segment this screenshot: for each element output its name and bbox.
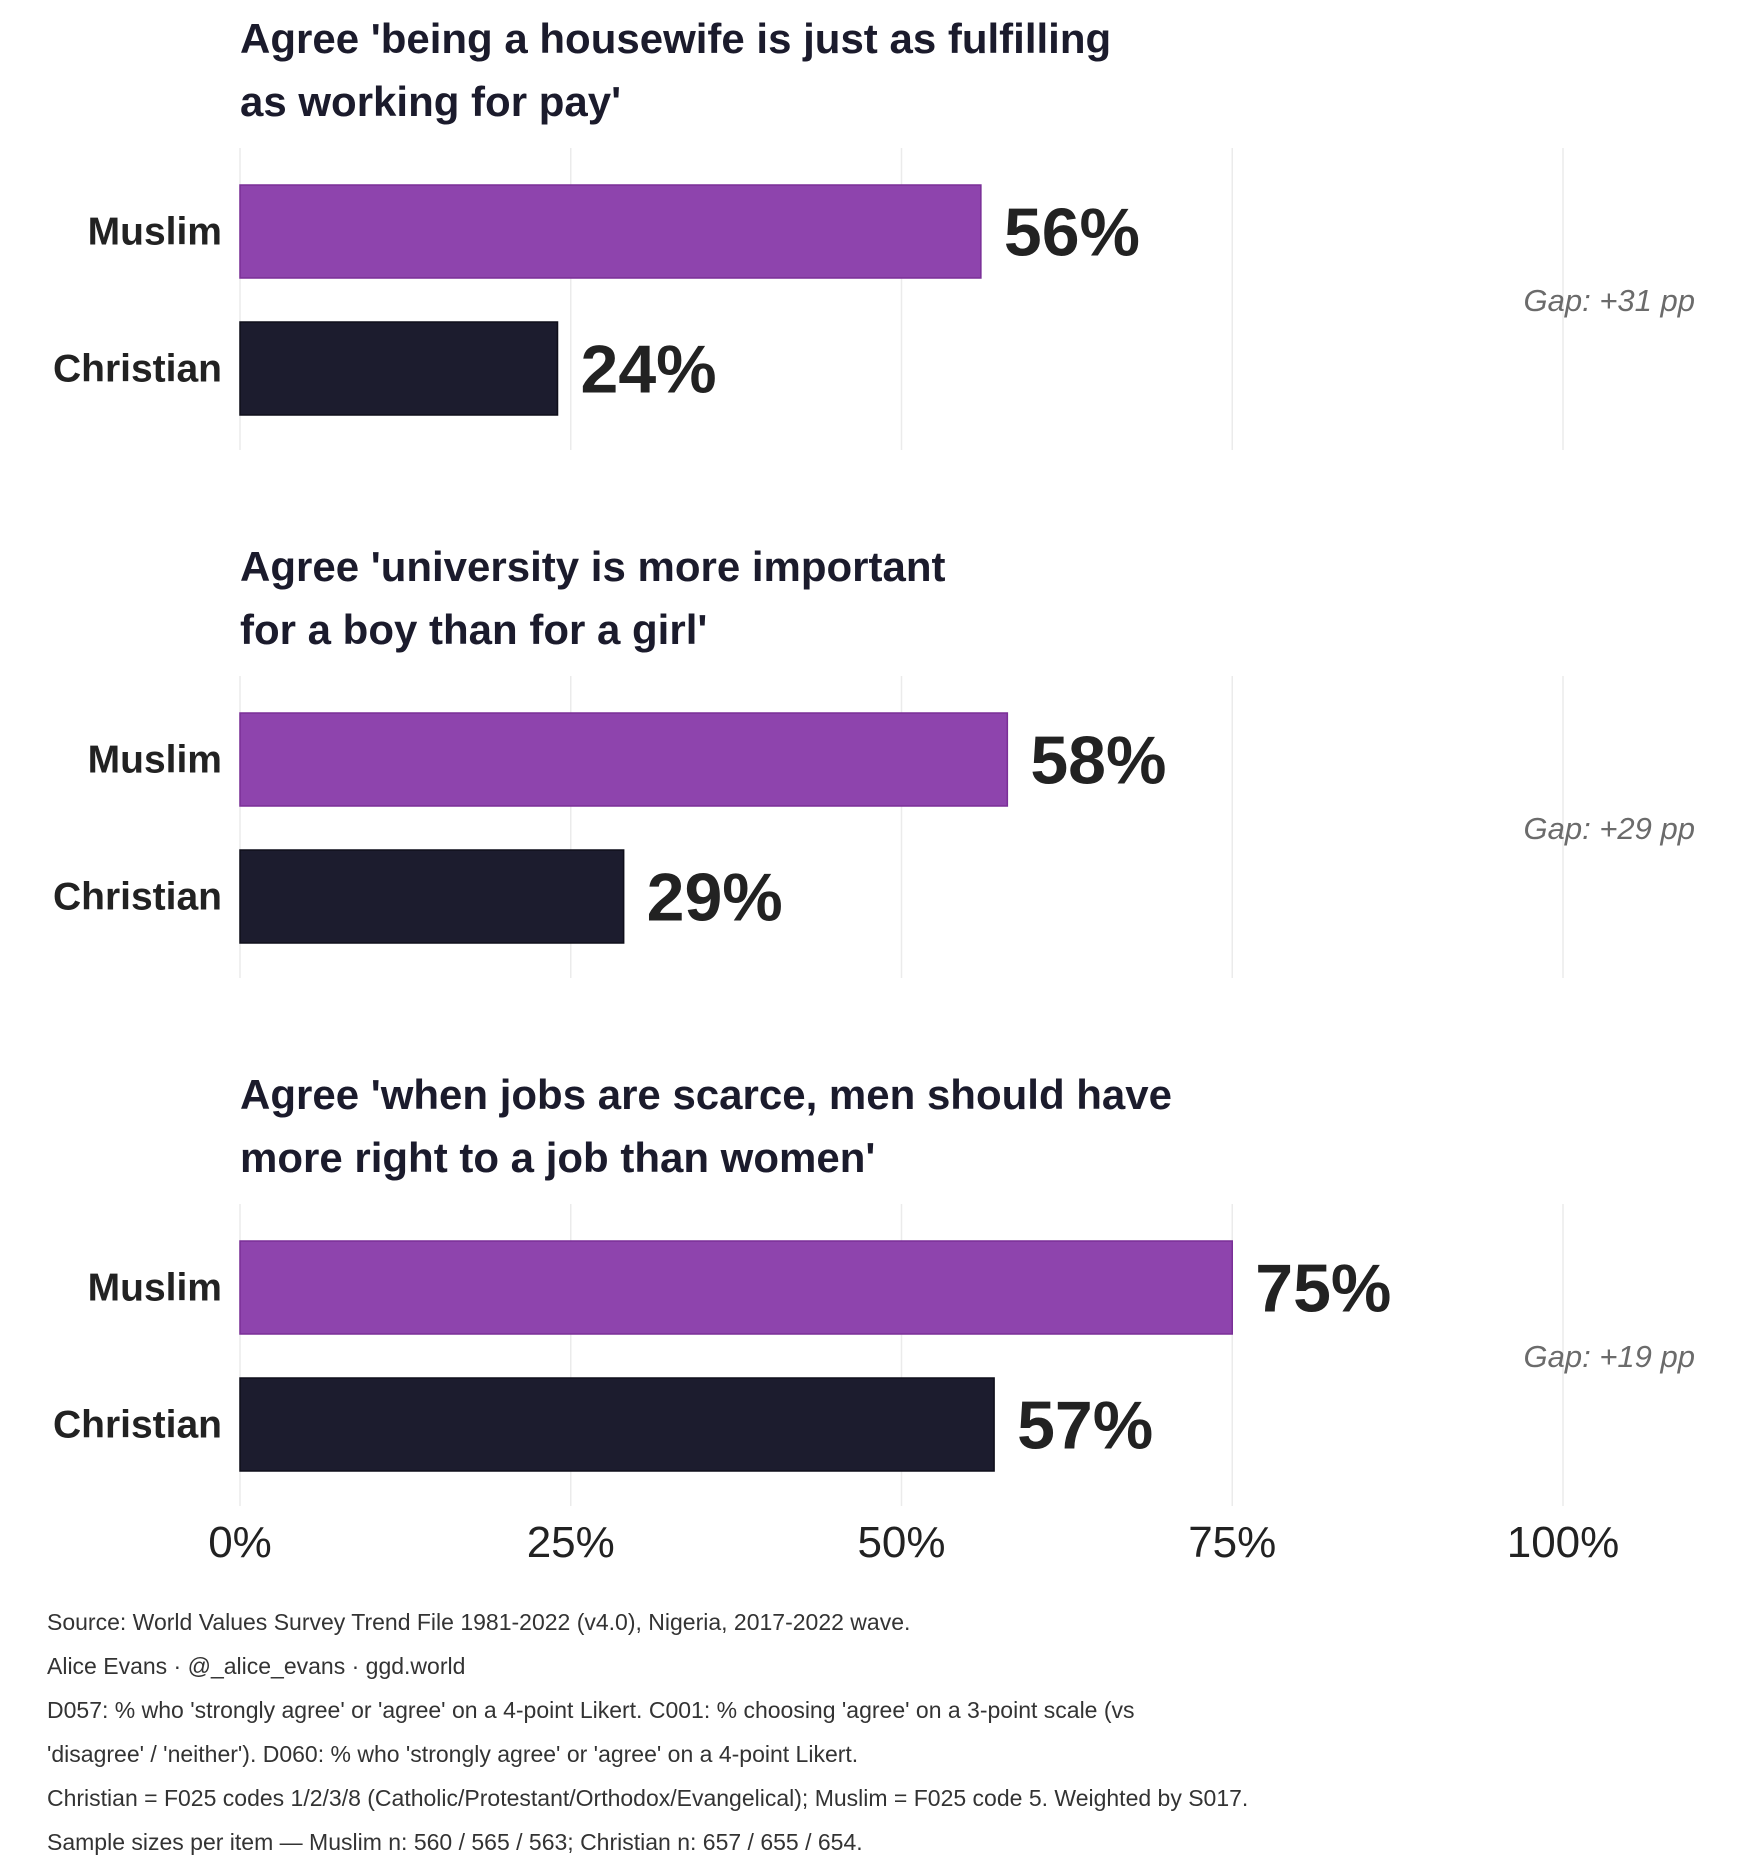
panel-title: more right to a job than women'	[240, 1134, 875, 1181]
x-tick-label: 75%	[1188, 1518, 1276, 1567]
category-label: Christian	[53, 1404, 222, 1447]
panel-title: Agree 'university is more important	[240, 543, 946, 590]
bar-muslim	[239, 184, 982, 279]
category-label: Christian	[53, 876, 222, 919]
author-credit: Alice Evans · @_alice_evans · ggd.world	[47, 1653, 466, 1679]
bar-christian	[239, 321, 559, 416]
method-note: D057: % who 'strongly agree' or 'agree' …	[47, 1697, 1135, 1723]
category-label: Muslim	[88, 211, 222, 254]
category-label: Christian	[53, 348, 222, 391]
value-label: 75%	[1255, 1251, 1391, 1327]
x-tick-label: 50%	[857, 1518, 945, 1567]
gap-annotation: Gap: +31 pp	[1524, 283, 1696, 318]
panel-title: as working for pay'	[240, 78, 621, 125]
panel-title: Agree 'when jobs are scarce, men should …	[240, 1071, 1172, 1118]
bar-christian	[239, 849, 625, 944]
bar-christian	[239, 1377, 995, 1472]
value-label: 58%	[1030, 723, 1166, 799]
x-tick-label: 0%	[208, 1518, 272, 1567]
value-label: 57%	[1017, 1388, 1153, 1464]
panel-title: for a boy than for a girl'	[240, 606, 707, 653]
x-tick-label: 25%	[527, 1518, 615, 1567]
x-tick-label: 100%	[1507, 1518, 1620, 1567]
bar-muslim	[239, 712, 1009, 807]
source-note: Source: World Values Survey Trend File 1…	[47, 1609, 911, 1635]
panel-title: Agree 'being a housewife is just as fulf…	[240, 15, 1111, 62]
chart: Agree 'being a housewife is just as fulf…	[53, 15, 1696, 1567]
value-label: 56%	[1004, 195, 1140, 271]
bar-muslim	[239, 1240, 1233, 1335]
category-label: Muslim	[88, 1267, 222, 1310]
sample-size-note: Sample sizes per item — Muslim n: 560 / …	[47, 1829, 863, 1855]
value-label: 29%	[647, 860, 783, 936]
chart-notes: Source: World Values Survey Trend File 1…	[47, 1600, 1248, 1864]
definition-note: Christian = F025 codes 1/2/3/8 (Catholic…	[47, 1785, 1249, 1811]
value-label: 24%	[581, 332, 717, 408]
category-label: Muslim	[88, 739, 222, 782]
method-note-continued: 'disagree' / 'neither'). D060: % who 'st…	[47, 1741, 859, 1767]
gap-annotation: Gap: +29 pp	[1524, 811, 1696, 846]
gap-annotation: Gap: +19 pp	[1524, 1339, 1696, 1374]
